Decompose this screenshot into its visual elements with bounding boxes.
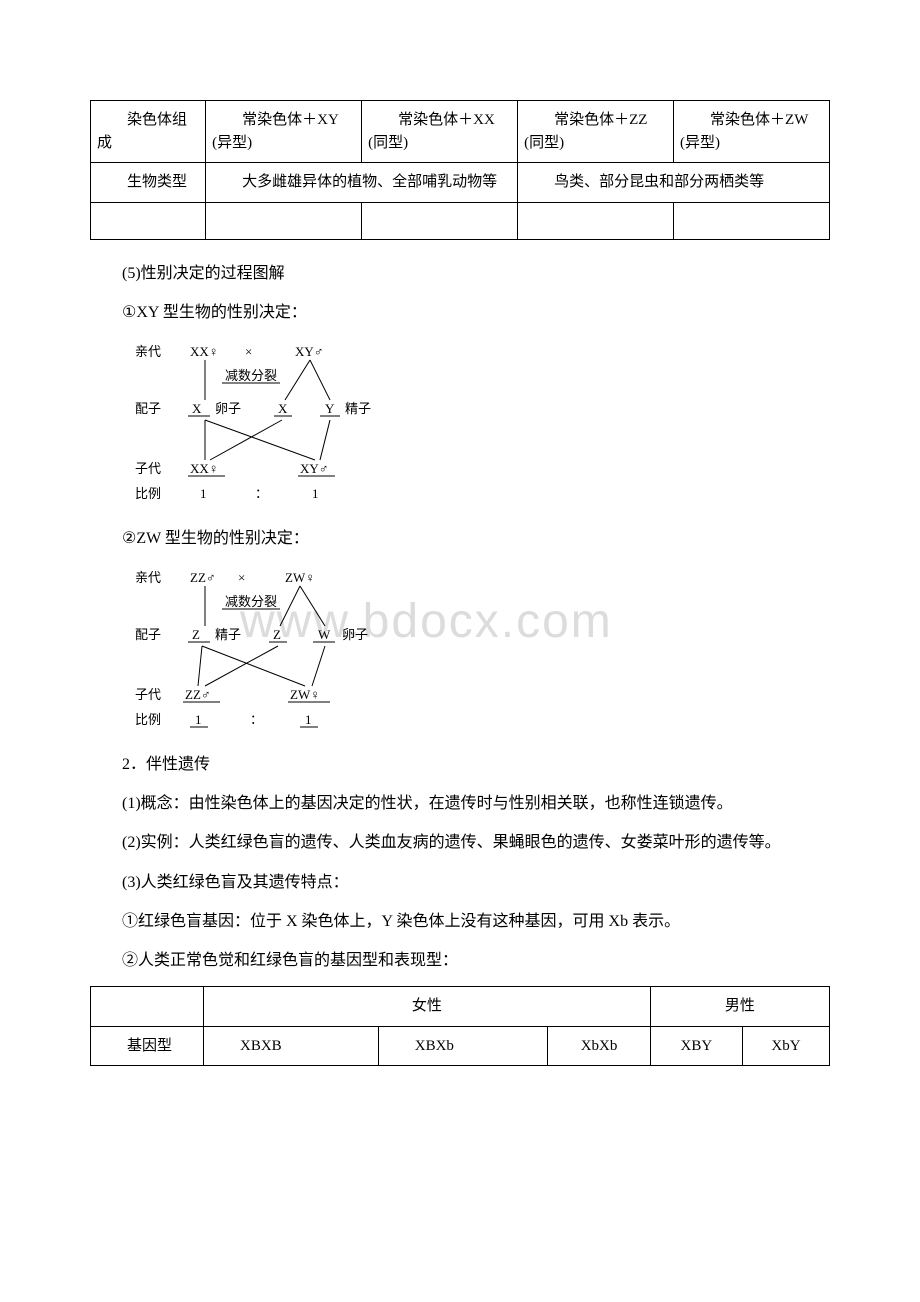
label-gamete: 配子 xyxy=(135,627,161,642)
cell: 大多雌雄异体的植物、全部哺乳动物等 xyxy=(206,163,518,203)
paragraph: (2)实例：人类红绿色盲的遗传、人类血友病的遗传、果蝇眼色的遗传、女娄菜叶形的遗… xyxy=(90,829,830,856)
cell xyxy=(91,987,204,1027)
child-female: XX♀ xyxy=(190,461,219,476)
parent-male: XY♂ xyxy=(295,344,324,359)
gamete-x-sperm: X xyxy=(278,401,288,416)
cell-male-header: 男性 xyxy=(650,987,829,1027)
parent-female: ZW♀ xyxy=(285,570,315,585)
cell: XBXB xyxy=(204,1026,379,1066)
cell: 常染色体＋ZZ (同型) xyxy=(518,101,674,163)
cell: 常染色体＋XX (同型) xyxy=(362,101,518,163)
meiosis-label: 减数分裂 xyxy=(225,368,277,383)
xy-determination-diagram: 亲代 配子 子代 比例 XX♀ × XY♂ 减数分裂 X 卵子 X Y 精子 xyxy=(130,338,830,513)
section-title: 2．伴性遗传 xyxy=(90,751,830,778)
table-row: 染色体组成 常染色体＋XY (异型) 常染色体＋XX (同型) 常染色体＋ZZ … xyxy=(91,101,830,163)
cell: XbY xyxy=(742,1026,829,1066)
cell: XBXb xyxy=(378,1026,548,1066)
child-male: ZZ♂ xyxy=(185,687,211,702)
cell: 常染色体＋ZW (异型) xyxy=(674,101,830,163)
cell xyxy=(674,202,830,239)
label-ratio: 比例 xyxy=(135,486,161,501)
parent-female: XX♀ xyxy=(190,344,219,359)
label-gamete: 配子 xyxy=(135,401,161,416)
ratio-1b: 1 xyxy=(305,712,312,727)
cell: XbXb xyxy=(548,1026,650,1066)
paragraph: ②ZW 型生物的性别决定： xyxy=(90,525,830,552)
ratio-1b: 1 xyxy=(312,486,319,501)
child-male: XY♂ xyxy=(300,461,329,476)
table-row: 女性 男性 xyxy=(91,987,830,1027)
table-row xyxy=(91,202,830,239)
cell: 染色体组成 xyxy=(91,101,206,163)
egg-label: 卵子 xyxy=(342,627,368,642)
ratio-colon: ： xyxy=(255,486,268,501)
cell: 鸟类、部分昆虫和部分两栖类等 xyxy=(518,163,830,203)
chromosome-composition-table: 染色体组成 常染色体＋XY (异型) 常染色体＋XX (同型) 常染色体＋ZZ … xyxy=(90,100,830,240)
label-parent: 亲代 xyxy=(135,344,161,359)
table-row: 基因型 XBXB XBXb XbXb XBY XbY xyxy=(91,1026,830,1066)
cell xyxy=(362,202,518,239)
gamete-z-egg: Z xyxy=(273,627,281,642)
paragraph: ①红绿色盲基因：位于 X 染色体上，Y 染色体上没有这种基因，可用 Xb 表示。 xyxy=(90,908,830,935)
cell: 生物类型 xyxy=(91,163,206,203)
genotype-phenotype-table: 女性 男性 基因型 XBXB XBXb XbXb XBY XbY xyxy=(90,986,830,1066)
cell xyxy=(206,202,362,239)
label-ratio: 比例 xyxy=(135,712,161,727)
gamete-x-egg: X xyxy=(192,401,202,416)
label-child: 子代 xyxy=(135,461,161,476)
egg-label: 卵子 xyxy=(215,401,241,416)
paragraph: (5)性别决定的过程图解 xyxy=(90,260,830,287)
gamete-z-sperm: Z xyxy=(192,627,200,642)
label-child: 子代 xyxy=(135,687,161,702)
parent-male: ZZ♂ xyxy=(190,570,216,585)
paragraph: (3)人类红绿色盲及其遗传特点： xyxy=(90,869,830,896)
cell: 常染色体＋XY (异型) xyxy=(206,101,362,163)
child-female: ZW♀ xyxy=(290,687,320,702)
svg-text:×: × xyxy=(245,344,252,359)
zw-determination-diagram: 亲代 配子 子代 比例 ZZ♂ × ZW♀ 减数分裂 Z 精子 Z W xyxy=(130,564,830,739)
ratio-colon: ： xyxy=(250,712,263,727)
sperm-label: 精子 xyxy=(345,401,371,416)
cell-female-header: 女性 xyxy=(204,987,651,1027)
paragraph: ①XY 型生物的性别决定： xyxy=(90,299,830,326)
cell: XBY xyxy=(650,1026,742,1066)
gamete-y-sperm: Y xyxy=(325,401,335,416)
paragraph: (1)概念：由性染色体上的基因决定的性状，在遗传时与性别相关联，也称性连锁遗传。 xyxy=(90,790,830,817)
sperm-label: 精子 xyxy=(215,627,241,642)
table-row: 生物类型 大多雌雄异体的植物、全部哺乳动物等 鸟类、部分昆虫和部分两栖类等 xyxy=(91,163,830,203)
ratio-1a: 1 xyxy=(200,486,207,501)
gamete-w-egg: W xyxy=(318,627,331,642)
meiosis-label: 减数分裂 xyxy=(225,594,277,609)
ratio-1a: 1 xyxy=(195,712,202,727)
cell-row-label: 基因型 xyxy=(91,1026,204,1066)
paragraph: ②人类正常色觉和红绿色盲的基因型和表现型： xyxy=(90,947,830,974)
cell xyxy=(518,202,674,239)
svg-text:×: × xyxy=(238,570,245,585)
label-parent: 亲代 xyxy=(135,570,161,585)
cell xyxy=(91,202,206,239)
